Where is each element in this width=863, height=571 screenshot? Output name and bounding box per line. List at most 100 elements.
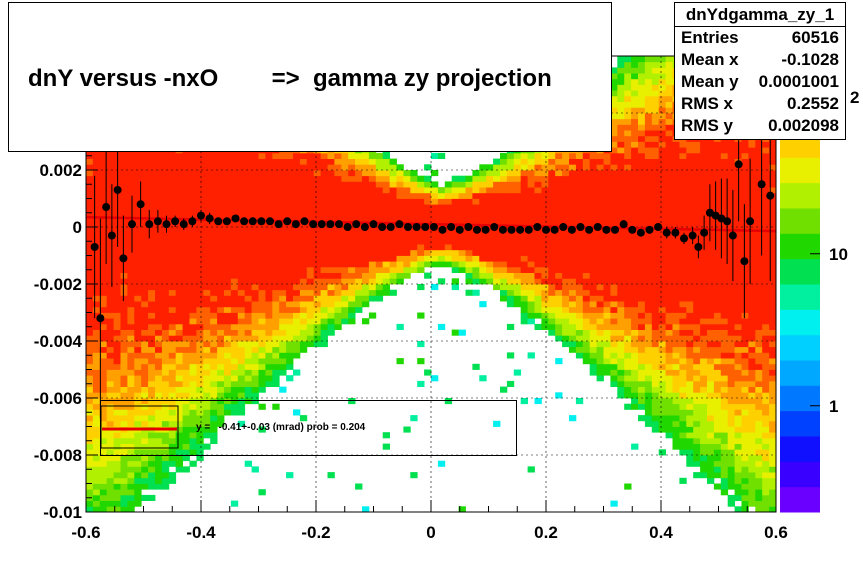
- heatmap-cell: [382, 238, 390, 245]
- heatmap-cell: [141, 181, 149, 188]
- heatmap-cell: [713, 141, 722, 148]
- heatmap-cell: [658, 403, 666, 410]
- heatmap-cell: [203, 403, 211, 410]
- heatmap-cell: [389, 255, 397, 262]
- heatmap-cell: [741, 272, 749, 279]
- heatmap-cell: [189, 363, 197, 370]
- heatmap-cell: [624, 101, 632, 108]
- heatmap-cell: [575, 352, 584, 359]
- heatmap-cell: [644, 420, 653, 427]
- heatmap-cell: [293, 312, 301, 319]
- heatmap-cell: [562, 198, 570, 205]
- heatmap-cell: [707, 175, 715, 182]
- heatmap-cell: [210, 392, 218, 399]
- heatmap-cell: [569, 341, 577, 348]
- heatmap-cell: [375, 192, 384, 199]
- heatmap-cell: [127, 227, 135, 234]
- heatmap-cell: [713, 352, 722, 359]
- heatmap-cell: [168, 449, 177, 456]
- heatmap-cell: [672, 392, 680, 399]
- heatmap-cell: [230, 272, 239, 279]
- heatmap-cell: [638, 318, 646, 325]
- heatmap-cell: [141, 375, 149, 382]
- heatmap-cell: [417, 198, 425, 205]
- heatmap-cell: [472, 192, 480, 199]
- heatmap-cell: [155, 392, 163, 399]
- heatmap-cell: [189, 375, 197, 382]
- heatmap-cell: [279, 261, 287, 268]
- heatmap-cell: [210, 158, 218, 165]
- heatmap-cell: [106, 352, 114, 359]
- heatmap-cell: [375, 255, 384, 262]
- heatmap-cell: [306, 152, 315, 159]
- heatmap-cell: [617, 341, 625, 348]
- heatmap-cell: [617, 238, 625, 245]
- heatmap-cell: [651, 409, 660, 416]
- heatmap-cell: [251, 244, 259, 251]
- heatmap-cell: [327, 472, 335, 479]
- heatmap-cell: [272, 249, 280, 256]
- heatmap-cell: [217, 227, 225, 234]
- heatmap-cell: [313, 209, 321, 216]
- heatmap-cell: [279, 352, 287, 359]
- heatmap-cell: [148, 380, 156, 387]
- heatmap-cell: [286, 289, 294, 296]
- heatmap-cell: [734, 289, 742, 296]
- heatmap-cell: [161, 289, 170, 296]
- heatmap-cell: [106, 375, 114, 382]
- heatmap-cell: [120, 278, 128, 285]
- heatmap-cell: [244, 312, 252, 319]
- heatmap-cell: [224, 403, 232, 410]
- heatmap-cell: [237, 278, 246, 285]
- heatmap-cell: [237, 175, 246, 182]
- heatmap-cell: [534, 323, 542, 330]
- heatmap-cell: [638, 147, 646, 154]
- heatmap-cell: [506, 232, 515, 239]
- heatmap-cell: [700, 301, 708, 308]
- heatmap-cell: [293, 266, 301, 273]
- heatmap-cell: [727, 466, 735, 473]
- heatmap-cell: [196, 266, 204, 273]
- heatmap-cell: [92, 164, 101, 171]
- heatmap-cell: [382, 192, 390, 199]
- heatmap-cell: [624, 61, 632, 68]
- heatmap-cell: [161, 352, 170, 359]
- heatmap-cell: [265, 306, 273, 313]
- heatmap-cell: [99, 449, 108, 456]
- heatmap-cell: [513, 158, 522, 165]
- heatmap-cell: [651, 95, 660, 102]
- heatmap-cell: [548, 198, 556, 205]
- heatmap-cell: [210, 432, 218, 439]
- heatmap-cell: [527, 312, 535, 319]
- heatmap-cell: [679, 341, 687, 348]
- heatmap-cell: [148, 312, 156, 319]
- heatmap-cell: [631, 358, 639, 365]
- heatmap-cell: [424, 187, 432, 194]
- heatmap-cell: [700, 175, 708, 182]
- heatmap-cell: [127, 335, 135, 342]
- heatmap-cell: [237, 209, 246, 216]
- heatmap-cell: [175, 152, 183, 159]
- heatmap-cell: [644, 278, 653, 285]
- heatmap-cell: [155, 403, 163, 410]
- heatmap-cell: [555, 215, 563, 222]
- heatmap-cell: [141, 466, 149, 473]
- heatmap-cell: [665, 244, 673, 251]
- heatmap-cell: [658, 272, 666, 279]
- heatmap-cell: [720, 192, 729, 199]
- heatmap-cell: [569, 244, 577, 251]
- heatmap-cell: [217, 204, 225, 211]
- heatmap-cell: [189, 244, 197, 251]
- heatmap-cell: [99, 158, 108, 165]
- heatmap-cell: [286, 244, 294, 251]
- heatmap-cell: [713, 455, 722, 462]
- heatmap-cell: [293, 209, 301, 216]
- heatmap-cell: [279, 335, 287, 342]
- heatmap-cell: [700, 335, 708, 342]
- heatmap-cell: [134, 455, 142, 462]
- heatmap-cell: [362, 244, 370, 251]
- heatmap-cell: [686, 158, 694, 165]
- heatmap-cell: [555, 238, 563, 245]
- heatmap-cell: [437, 278, 446, 285]
- heatmap-cell: [672, 192, 680, 199]
